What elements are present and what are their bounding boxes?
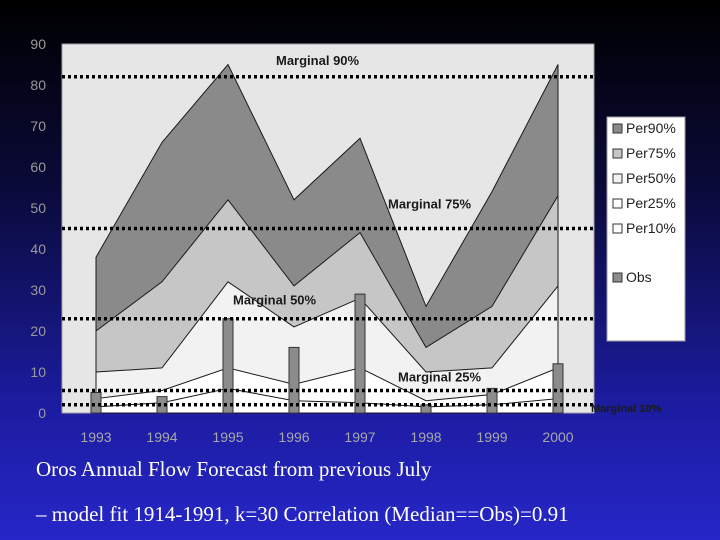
caption-line-1: Oros Annual Flow Forecast from previous …: [36, 457, 432, 481]
percentile-areas: [95, 63, 559, 414]
x-tick-label-1994: 1994: [146, 429, 177, 445]
obs-bar-1996: [288, 346, 300, 414]
y-tick-label-60: 60: [30, 159, 46, 175]
marginal-label-marginal-90: Marginal 90%: [276, 53, 360, 68]
y-tick-label-90: 90: [30, 36, 46, 52]
x-tick-label-1998: 1998: [410, 429, 441, 445]
legend-swatch-per90: [612, 123, 623, 134]
legend: Per90% Per75% Per50% Per25% Per10% Obs: [606, 116, 686, 342]
x-tick-label-1999: 1999: [476, 429, 507, 445]
legend-label-per75: Per75%: [626, 145, 676, 161]
caption-line-2: – model fit 1914-1991, k=30 Correlation …: [36, 502, 569, 526]
obs-bar-1995: [222, 318, 234, 414]
legend-swatch-per10: [612, 223, 623, 234]
y-tick-label-0: 0: [38, 405, 46, 421]
y-tick-label-80: 80: [30, 77, 46, 93]
legend-swatch-obs: [612, 272, 623, 283]
y-tick-label-70: 70: [30, 118, 46, 134]
marginal-lines: Marginal 90% Marginal 75% Marginal 50% Marg…: [62, 53, 662, 415]
x-tick-label-1997: 1997: [344, 429, 375, 445]
legend-label-per10: Per10%: [626, 220, 676, 236]
obs-bar-1993: [90, 392, 102, 414]
x-tick-label-1993: 1993: [80, 429, 111, 445]
y-tick-label-10: 10: [30, 364, 46, 380]
obs-bar-1997: [354, 293, 366, 414]
y-axis: 0 10 20 30 40 50 60 70 80 90: [30, 36, 46, 421]
x-tick-label-2000: 2000: [542, 429, 573, 445]
obs-bar-1999: [486, 387, 498, 414]
marginal-label-marginal-25: Marginal 25%: [398, 369, 482, 384]
obs-bar-2000: [552, 363, 564, 414]
x-tick-label-1996: 1996: [278, 429, 309, 445]
y-tick-label-20: 20: [30, 323, 46, 339]
legend-swatch-per50: [612, 173, 623, 184]
legend-swatch-per25: [612, 198, 623, 209]
x-tick-label-1995: 1995: [212, 429, 243, 445]
legend-label-per25: Per25%: [626, 195, 676, 211]
y-tick-label-30: 30: [30, 282, 46, 298]
legend-swatch-per75: [612, 148, 623, 159]
y-tick-label-40: 40: [30, 241, 46, 257]
marginal-label-marginal-10: Marginal 10%: [591, 403, 662, 415]
legend-label-per50: Per50%: [626, 170, 676, 186]
obs-bar-1998: [420, 404, 432, 414]
obs-bars: [90, 293, 564, 414]
y-tick-label-50: 50: [30, 200, 46, 216]
x-axis: 1993 1994 1995 1996 1997 1998 1999 2000: [80, 429, 573, 445]
marginal-label-marginal-50: Marginal 50%: [233, 293, 317, 308]
legend-label-obs: Obs: [626, 269, 652, 285]
marginal-label-marginal-75: Marginal 75%: [388, 197, 472, 212]
legend-label-per90: Per90%: [626, 120, 676, 136]
